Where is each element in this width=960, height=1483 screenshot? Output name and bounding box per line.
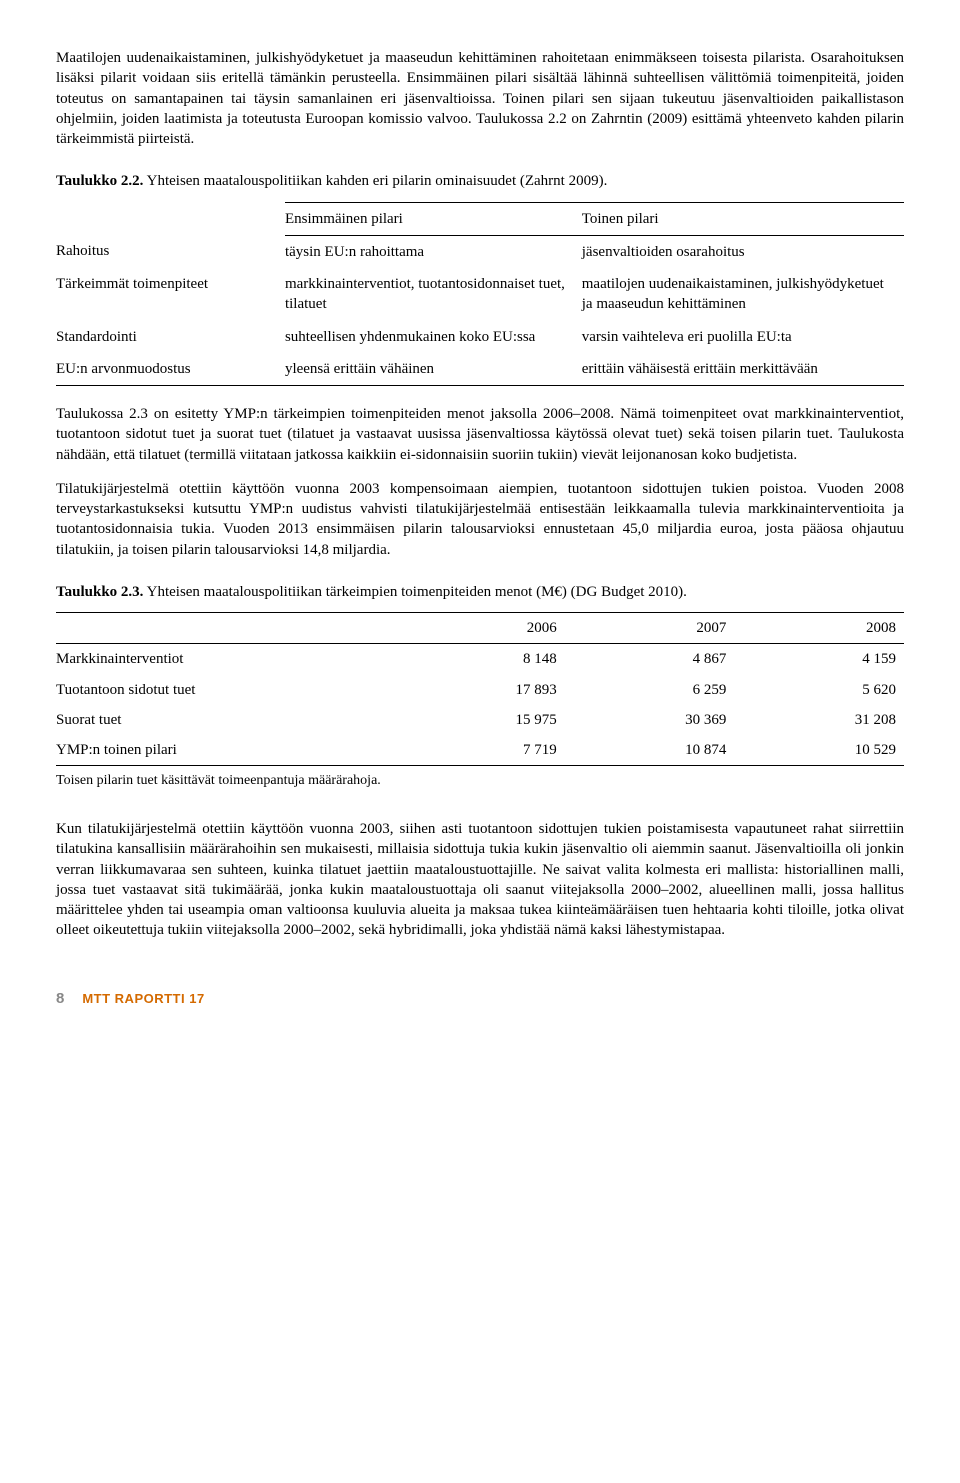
table-cell: 10 874 [565, 735, 735, 766]
table-cell: 5 620 [734, 675, 904, 705]
table-cell: erittäin vähäisestä erittäin merkittävää… [582, 353, 904, 386]
table-23: 2006 2007 2008 Markkinainterventiot 8 14… [56, 612, 904, 766]
table-row: EU:n arvonmuodostus yleensä erittäin väh… [56, 353, 904, 386]
table-row: YMP:n toinen pilari 7 719 10 874 10 529 [56, 735, 904, 766]
table22-caption-rest: Yhteisen maatalouspolitiikan kahden eri … [143, 173, 607, 189]
table23-caption-rest: Yhteisen maatalouspolitiikan tärkeimpien… [143, 584, 687, 600]
table-cell: Rahoitus [56, 235, 285, 268]
table-row: Standardointi suhteellisen yhdenmukainen… [56, 321, 904, 353]
table-cell: suhteellisen yhdenmukainen koko EU:ssa [285, 321, 582, 353]
paragraph-2: Taulukossa 2.3 on esitetty YMP:n tärkeim… [56, 404, 904, 465]
table-22: Ensimmäinen pilari Toinen pilari Rahoitu… [56, 202, 904, 387]
table-cell: 17 893 [395, 675, 565, 705]
table22-head-c3: Toinen pilari [582, 202, 904, 235]
table-cell: 4 867 [565, 644, 735, 675]
table-cell: 7 719 [395, 735, 565, 766]
table23-caption-bold: Taulukko 2.3. [56, 584, 143, 600]
table-cell: Tuotantoon sidotut tuet [56, 675, 395, 705]
table-row: Markkinainterventiot 8 148 4 867 4 159 [56, 644, 904, 675]
table23-head-c2: 2006 [395, 613, 565, 644]
paragraph-4: Kun tilatukijärjestelmä otettiin käyttöö… [56, 819, 904, 941]
table-cell: 10 529 [734, 735, 904, 766]
table23-head-c3: 2007 [565, 613, 735, 644]
table23-caption: Taulukko 2.3. Yhteisen maatalouspolitiik… [56, 582, 904, 602]
page-footer: 8 MTT RAPORTTI 17 [56, 989, 904, 1009]
table23-note: Toisen pilarin tuet käsittävät toimeenpa… [56, 772, 904, 791]
table-cell: 6 259 [565, 675, 735, 705]
table-row: Tärkeimmät toimenpiteet markkinainterven… [56, 268, 904, 321]
page-number: 8 [56, 989, 64, 1009]
table-cell: 15 975 [395, 705, 565, 735]
paragraph-3: Tilatukijärjestelmä otettiin käyttöön vu… [56, 479, 904, 560]
table-cell: YMP:n toinen pilari [56, 735, 395, 766]
table22-head-c2: Ensimmäinen pilari [285, 202, 582, 235]
table-cell: 4 159 [734, 644, 904, 675]
table-cell: Markkinainterventiot [56, 644, 395, 675]
table-cell: 8 148 [395, 644, 565, 675]
paragraph-1: Maatilojen uudenaikaistaminen, julkishyö… [56, 48, 904, 149]
table-row: Suorat tuet 15 975 30 369 31 208 [56, 705, 904, 735]
table23-head-c4: 2008 [734, 613, 904, 644]
table-cell: yleensä erittäin vähäinen [285, 353, 582, 386]
table-cell: 30 369 [565, 705, 735, 735]
table-cell: 31 208 [734, 705, 904, 735]
table-cell: täysin EU:n rahoittama [285, 235, 582, 268]
table-cell: Tärkeimmät toimenpiteet [56, 268, 285, 321]
table22-caption: Taulukko 2.2. Yhteisen maatalouspolitiik… [56, 171, 904, 191]
table-cell: Standardointi [56, 321, 285, 353]
table-cell: Suorat tuet [56, 705, 395, 735]
footer-brand: MTT RAPORTTI 17 [82, 990, 204, 1008]
table-cell: maatilojen uudenaikaistaminen, julkishyö… [582, 268, 904, 321]
table-row: Rahoitus täysin EU:n rahoittama jäsenval… [56, 235, 904, 268]
table-cell: EU:n arvonmuodostus [56, 353, 285, 386]
table-cell: jäsenvaltioiden osarahoitus [582, 235, 904, 268]
table-cell: markkinainterventiot, tuotantosidonnaise… [285, 268, 582, 321]
table-cell: varsin vaihteleva eri puolilla EU:ta [582, 321, 904, 353]
table22-caption-bold: Taulukko 2.2. [56, 173, 143, 189]
table-row: Tuotantoon sidotut tuet 17 893 6 259 5 6… [56, 675, 904, 705]
